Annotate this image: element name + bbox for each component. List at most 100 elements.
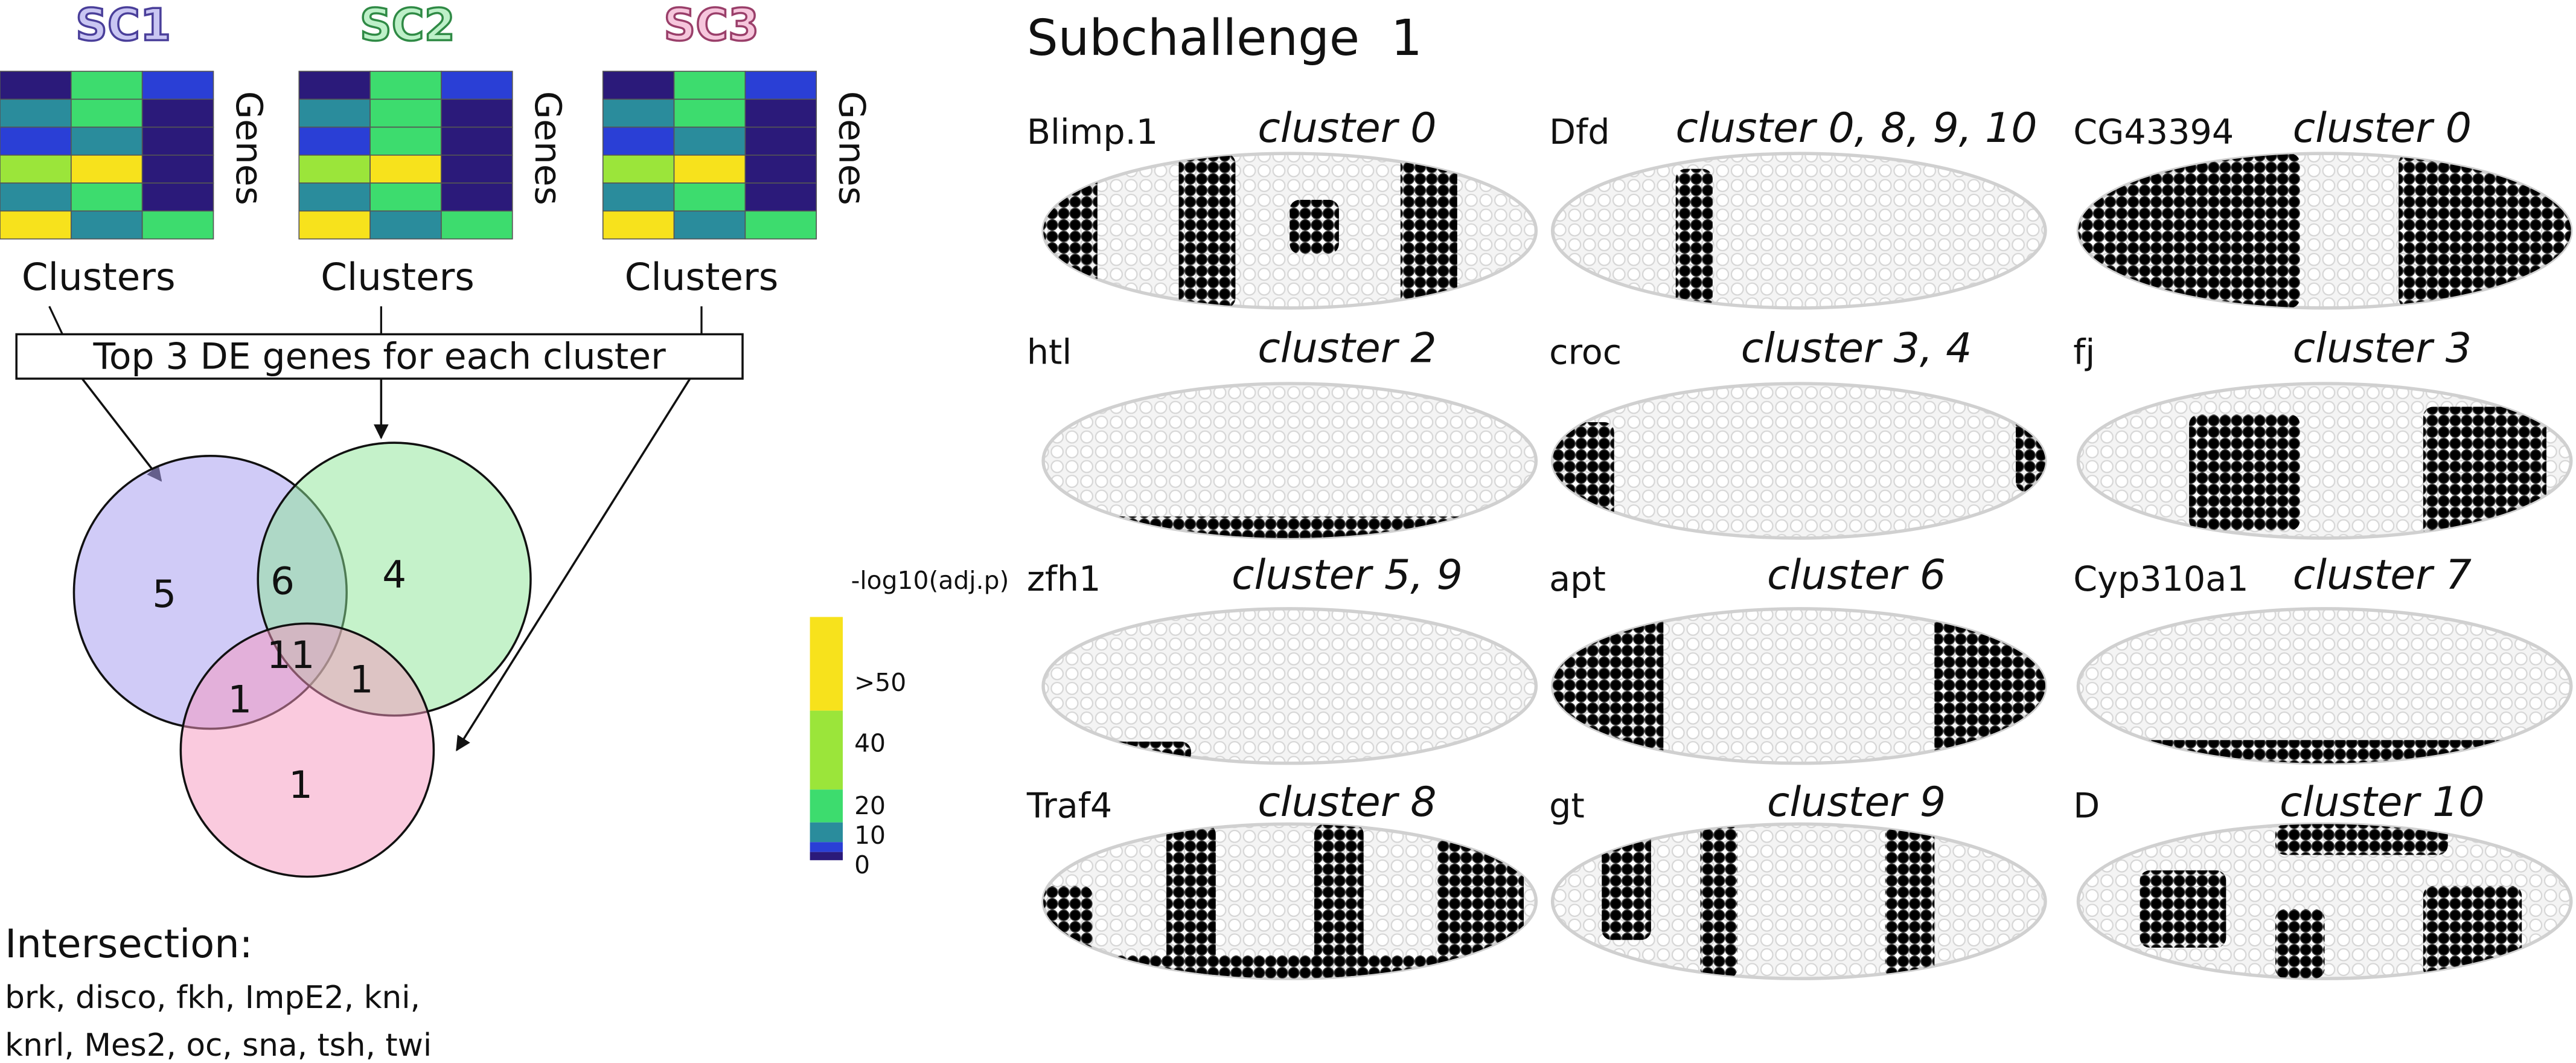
expression-region <box>1290 199 1339 254</box>
gene-label: Cyp310a1 <box>2073 559 2248 599</box>
heatmap-cell <box>0 182 72 212</box>
heatmap-cell <box>441 155 513 184</box>
expression-region <box>2275 909 2325 979</box>
heatmap-cell <box>602 126 675 156</box>
cluster-label: cluster 5, 9 <box>1232 551 1463 599</box>
expression-region <box>1400 153 1457 308</box>
venn-count: 1 <box>350 658 374 702</box>
colorbar-label: 40 <box>854 729 886 758</box>
colorbar-segment <box>810 617 843 711</box>
gene-label: Blimp.1 <box>1027 112 1158 152</box>
sc-label: SC3 <box>663 0 759 51</box>
heatmap-cell <box>369 98 442 128</box>
cluster-label: cluster 9 <box>1767 779 1946 826</box>
sc-label: SC2 <box>360 0 455 51</box>
venn-count: 1 <box>289 763 313 807</box>
expression-region <box>1602 824 1651 940</box>
heatmap-cell <box>673 71 746 100</box>
cluster-label: cluster 0, 8, 9, 10 <box>1676 104 2037 152</box>
sc-label: SC1 <box>75 0 171 51</box>
gene-label: CG43394 <box>2073 112 2234 152</box>
venn-count: 6 <box>270 559 295 603</box>
venn-count: 11 <box>267 633 315 677</box>
heatmap-cell <box>71 210 143 240</box>
heatmap-cell <box>298 155 371 184</box>
expression-region <box>1934 608 2046 763</box>
heatmap-cell <box>602 155 675 184</box>
heatmap-cell <box>141 182 214 212</box>
heatmap-cell <box>673 182 746 212</box>
connector <box>48 306 63 335</box>
embryo <box>2076 607 2573 765</box>
colorbar-segment <box>810 789 843 823</box>
heatmap-cell <box>298 71 371 100</box>
genes-label: Genes <box>831 91 873 205</box>
intersection-text: knrl, Mes2, oc, sna, tsh, twi <box>5 1027 432 1063</box>
summary-box <box>15 333 744 380</box>
gene-label: gt <box>1549 786 1585 826</box>
clusters-label: Clusters <box>321 255 475 299</box>
heatmap-cell <box>369 182 442 212</box>
heatmap-cell <box>441 210 513 240</box>
heatmap-cell <box>141 155 214 184</box>
expression-region <box>2189 414 2300 531</box>
cluster-label: cluster 3, 4 <box>1741 325 1972 373</box>
expression-region <box>1092 741 1191 763</box>
heatmap-cell <box>298 210 371 240</box>
expression-region <box>1178 153 1236 308</box>
section-title: Subchallenge 1 <box>1027 10 1422 67</box>
gene-label: Traf4 <box>1026 786 1112 826</box>
colorbar-title: -log10(adj.p) <box>851 566 1009 595</box>
embryo <box>1041 607 1538 765</box>
embryo <box>1550 382 2047 540</box>
expression-region <box>1437 824 1524 979</box>
expression-region <box>2140 870 2226 948</box>
heatmap-cell <box>71 71 143 100</box>
heatmap-cell <box>602 71 675 100</box>
arrow <box>456 377 691 752</box>
gene-label: Dfd <box>1549 112 1609 152</box>
clusters-label: Clusters <box>22 255 176 299</box>
expression-region <box>2423 406 2547 538</box>
heatmap-cell <box>369 210 442 240</box>
expression <box>1602 824 1935 979</box>
expression <box>1092 516 1487 538</box>
venn-sc3 <box>179 622 435 878</box>
expression <box>2140 824 2522 979</box>
colorbar-label: 10 <box>854 821 886 850</box>
heatmap-cell <box>369 126 442 156</box>
heatmap-cell <box>71 182 143 212</box>
heatmap-cell <box>141 210 214 240</box>
heatmap-cell <box>744 210 817 240</box>
gene-label: D <box>2073 786 2100 826</box>
expression-region <box>2078 153 2300 308</box>
heatmap-cell <box>441 98 513 128</box>
embryo <box>1041 152 1538 310</box>
heatmap-cell <box>673 98 746 128</box>
cluster-label: cluster 0 <box>2293 104 2472 152</box>
heatmap-cell <box>0 155 72 184</box>
heatmap-cell <box>141 98 214 128</box>
heatmap-cell <box>673 210 746 240</box>
cluster-label: cluster 10 <box>2280 779 2484 826</box>
colorbar-segment <box>810 710 843 790</box>
expression-region <box>1092 516 1487 538</box>
heatmap-cell <box>0 71 72 100</box>
heatmap-cell <box>441 71 513 100</box>
colorbar-segment <box>810 822 843 843</box>
venn-count: 1 <box>228 677 252 721</box>
expression <box>1092 741 1191 763</box>
cluster-label: cluster 3 <box>2293 325 2472 373</box>
intersection-text: brk, disco, fkh, ImpE2, kni, <box>5 980 420 1016</box>
summary-text: Top 3 DE genes for each cluster <box>93 336 666 378</box>
expression-region <box>1700 824 1737 979</box>
cluster-label: cluster 7 <box>2293 551 2472 599</box>
colorbar-label: >50 <box>854 668 906 697</box>
cluster-label: cluster 0 <box>1258 104 1436 152</box>
venn-count: 4 <box>382 553 406 597</box>
heatmap-cell <box>298 126 371 156</box>
heatmap-cell <box>673 155 746 184</box>
expression <box>2189 406 2547 538</box>
